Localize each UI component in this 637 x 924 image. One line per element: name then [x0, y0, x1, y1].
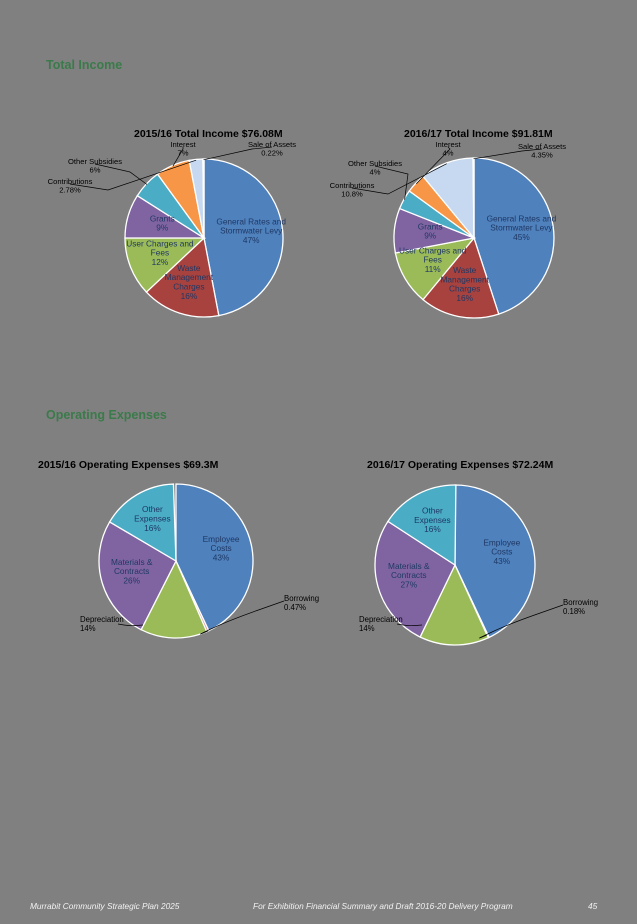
- svg-text:2016/17 Total Income $91.81M: 2016/17 Total Income $91.81M: [404, 128, 553, 140]
- svg-text:2015/16 Total Income $76.08M: 2015/16 Total Income $76.08M: [134, 128, 283, 140]
- svg-text:2015/16 Operating Expenses $69: 2015/16 Operating Expenses $69.3M: [38, 459, 219, 471]
- svg-text:2016/17 Operating Expenses $72: 2016/17 Operating Expenses $72.24M: [367, 459, 553, 471]
